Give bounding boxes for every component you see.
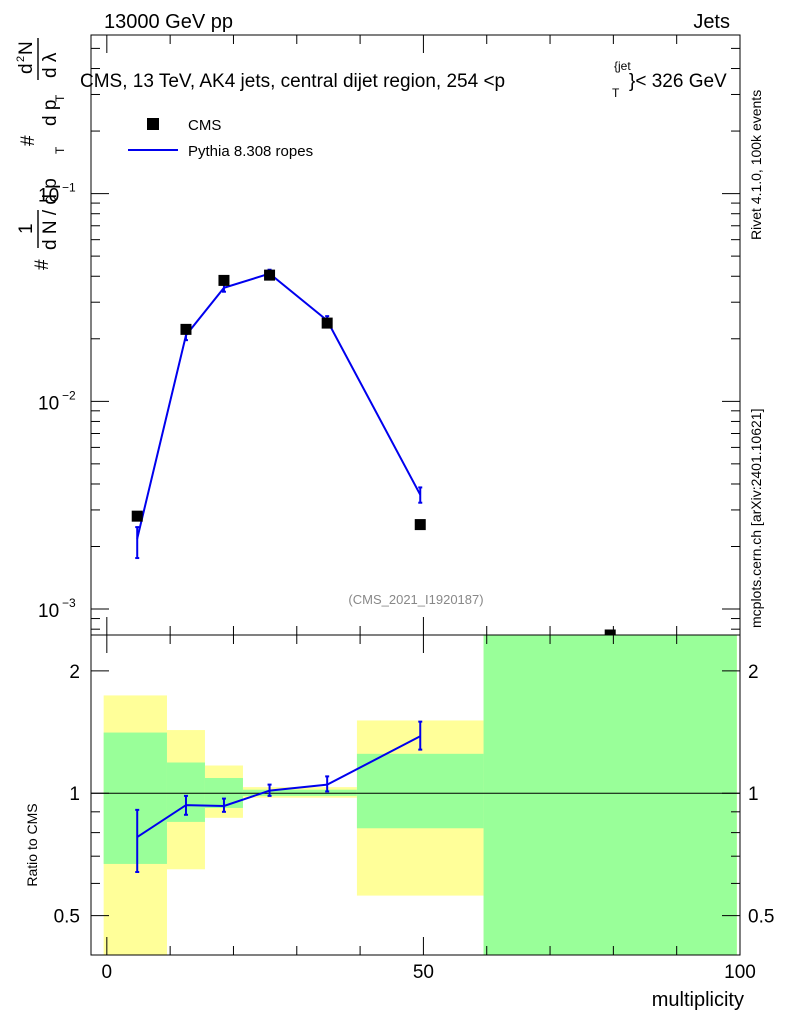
mc-line <box>136 272 422 539</box>
ylabel-dn-dpt: d N / d p <box>40 178 61 250</box>
legend-cms-label: CMS <box>188 117 221 134</box>
energy-label: 13000 GeV pp <box>104 11 233 33</box>
uncertainty-band-inner <box>483 635 737 955</box>
main-ytick-exponent: −2 <box>62 388 76 402</box>
cms-data-point <box>264 269 276 281</box>
ratio-bands <box>91 635 740 955</box>
xtick-label: 0 <box>102 962 113 983</box>
xtick-label: 100 <box>724 962 756 983</box>
ylabel-d-top: d <box>16 63 37 74</box>
ratio-frame <box>90 634 741 956</box>
main-panel: 10−110−210−3 <box>38 34 741 641</box>
cms-data-point <box>218 274 230 286</box>
plot-title-subscript: T <box>612 86 620 100</box>
plot-title-superscript: {jet <box>614 59 631 73</box>
ratio-ylabel: Ratio to CMS <box>24 803 40 886</box>
main-series <box>131 268 616 641</box>
legend-mc-label: Pythia 8.308 ropes <box>188 143 313 160</box>
cms-data-point <box>414 519 426 531</box>
main-ytick-base: 10 <box>38 186 59 207</box>
ylabel-hash-1: # <box>32 259 53 270</box>
main-ytick-exponent: −1 <box>62 181 76 195</box>
ylabel-dpt: d p <box>40 100 61 126</box>
cms-data-point <box>180 323 192 335</box>
uncertainty-band-inner <box>356 753 484 829</box>
cms-data-point <box>321 317 333 329</box>
category-label: Jets <box>693 11 730 33</box>
ratio-ytick-label-right: 1 <box>748 784 759 805</box>
side-label-top: Rivet 4.1.0, 100k events <box>748 90 764 240</box>
plot-title-main: CMS, 13 TeV, AK4 jets, central dijet reg… <box>80 71 505 92</box>
legend: CMS Pythia 8.308 ropes <box>128 117 313 160</box>
uncertainty-band-inner <box>103 732 167 864</box>
legend-cms-marker <box>147 118 159 130</box>
ratio-series <box>135 720 423 874</box>
ylabel-sub-t-2: T <box>53 94 67 102</box>
ylabel-hash-2: # <box>18 135 39 146</box>
ratio-ytick-label-right: 2 <box>748 662 759 683</box>
ratio-ytick-label-left: 2 <box>69 662 80 683</box>
ylabel-one: 1 <box>16 223 37 234</box>
ylabel-sup-2: 2 <box>15 56 27 62</box>
ratio-ytick-label-right: 0.5 <box>748 907 774 928</box>
ylabel-d-lambda: d λ <box>40 52 61 78</box>
main-ytick-exponent: −3 <box>62 596 76 610</box>
ratio-ytick-label-left: 0.5 <box>54 907 80 928</box>
ratio-ticks: 0.5 0.5 1 1 2 2 0 50 100 <box>54 635 774 983</box>
ylabel-sub-t-1: T <box>53 146 67 154</box>
xtick-label: 50 <box>413 962 434 983</box>
analysis-id: (CMS_2021_I1920187) <box>348 592 483 607</box>
ylabel-n: N <box>16 41 37 55</box>
main-ylabel: # 1 d N / d p T # d p T d 2 N d λ <box>15 38 67 270</box>
main-ytick-label: 10 −2 <box>38 388 76 414</box>
side-label-bottom: mcplots.cern.ch [arXiv:2401.10621] <box>748 409 764 628</box>
main-ticks: 10−110−210−3 <box>38 35 741 635</box>
plot-title-end: }< 326 GeV <box>629 71 727 92</box>
xlabel: multiplicity <box>652 989 744 1011</box>
cms-data-point <box>131 510 143 522</box>
ratio-mc-line <box>136 735 421 838</box>
main-ytick-base: 10 <box>38 601 59 622</box>
ratio-ytick-label-left: 1 <box>69 784 80 805</box>
plot-title: CMS, 13 TeV, AK4 jets, central dijet reg… <box>80 59 727 100</box>
main-ytick-label: 10 −1 <box>38 181 76 207</box>
main-ytick-base: 10 <box>38 393 59 414</box>
ratio-panel: 0.5 0.5 1 1 2 2 0 50 100 <box>54 634 774 983</box>
main-ytick-label: 10 −3 <box>38 596 76 622</box>
